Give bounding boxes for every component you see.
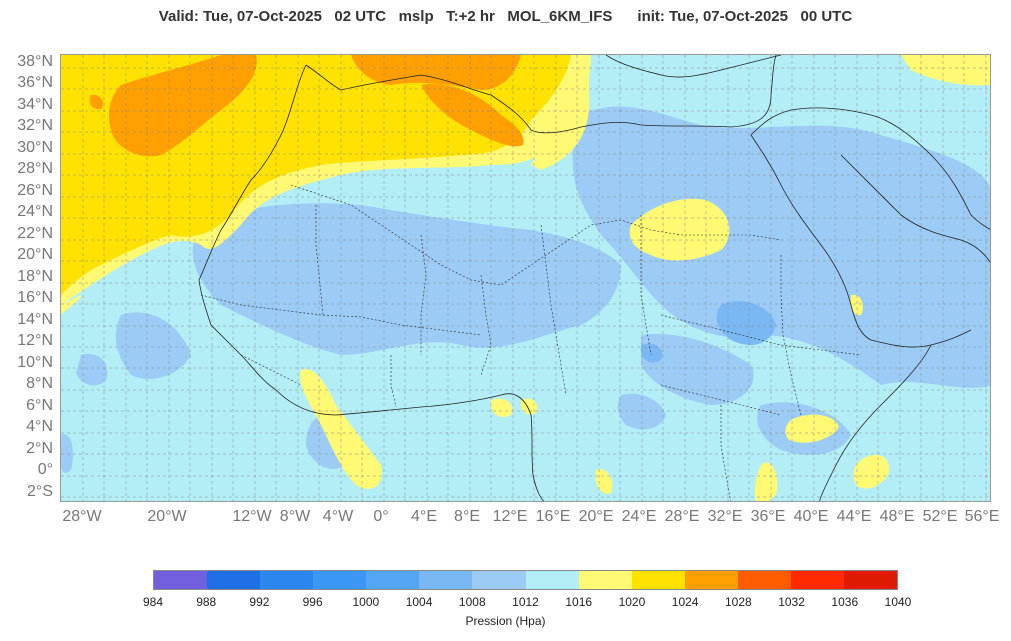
colorbar-tick-label: 1020 — [618, 595, 646, 609]
longitude-label: 0° — [373, 508, 389, 525]
longitude-label: 24°E — [621, 508, 657, 525]
map-title: Valid: Tue, 07-Oct-2025 02 UTC mslp T:+2… — [158, 8, 853, 25]
colorbar-swatch — [578, 571, 632, 589]
longitude-label: 40°E — [793, 508, 829, 525]
longitude-label: 44°E — [836, 508, 872, 525]
latitude-label: 14°N — [17, 311, 53, 328]
longitude-label: 52°E — [922, 508, 958, 525]
colorbar-swatch — [366, 571, 420, 589]
longitude-label: 20°W — [147, 508, 187, 525]
colorbar-tick-label: 988 — [196, 595, 217, 609]
colorbar-tick-label: 996 — [302, 595, 323, 609]
longitude-label: 48°E — [879, 508, 915, 525]
longitude-label: 56°E — [964, 508, 1000, 525]
latitude-label: 32°N — [17, 117, 53, 134]
latitude-label: 18°N — [17, 268, 53, 285]
colorbar-swatch — [154, 571, 208, 589]
latitude-label: 38°N — [17, 53, 53, 70]
latitude-label: 10°N — [17, 354, 53, 371]
longitude-label: 36°E — [750, 508, 786, 525]
pressure-map[interactable] — [60, 54, 991, 502]
longitude-label: 8°E — [454, 508, 480, 525]
longitude-label: 12°W — [232, 508, 272, 525]
latitude-label: 12°N — [17, 332, 53, 349]
longitude-label: 28°W — [62, 508, 102, 525]
colorbar-swatch — [472, 571, 526, 589]
colorbar — [153, 570, 898, 590]
latitude-label: 34°N — [17, 96, 53, 113]
colorbar-swatch — [313, 571, 367, 589]
colorbar-tick-label: 1008 — [458, 595, 486, 609]
colorbar-swatch — [844, 571, 898, 589]
latitude-label: 2°S — [27, 483, 53, 500]
longitude-label: 16°E — [535, 508, 571, 525]
latitude-label: 0° — [37, 461, 53, 478]
colorbar-swatch — [260, 571, 314, 589]
country-borders — [200, 184, 862, 501]
colorbar-swatch — [790, 571, 845, 589]
longitude-label: 20°E — [578, 508, 614, 525]
latitude-label: 22°N — [17, 225, 53, 242]
longitude-label: 4°E — [411, 508, 437, 525]
latitude-label: 2°N — [26, 440, 53, 457]
colorbar-swatch — [684, 571, 738, 589]
longitude-label: 12°E — [492, 508, 528, 525]
longitude-label: 28°E — [664, 508, 700, 525]
longitude-label: 4°W — [322, 508, 354, 525]
longitude-label: 8°W — [279, 508, 311, 525]
colorbar-tick-label: 984 — [142, 595, 164, 609]
colorbar-tick-label: 1012 — [512, 595, 539, 609]
colorbar-swatch — [631, 571, 685, 589]
colorbar-swatch — [525, 571, 579, 589]
latitude-label: 4°N — [26, 418, 53, 435]
latitude-label: 26°N — [17, 182, 53, 199]
colorbar-tick-label: 1000 — [352, 595, 380, 609]
latitude-label: 28°N — [17, 160, 53, 177]
latitude-label: 20°N — [17, 246, 53, 263]
latitude-label: 6°N — [26, 397, 53, 414]
pressure-band-1024-1028 — [89, 55, 524, 157]
colorbar-tick-label: 1028 — [724, 595, 752, 609]
colorbar-swatch — [737, 571, 791, 589]
latitude-label: 16°N — [17, 289, 53, 306]
grid-lines — [61, 55, 990, 501]
colorbar-tick-label: 1004 — [405, 595, 433, 609]
colorbar-swatch — [207, 571, 261, 589]
latitude-label: 8°N — [26, 375, 53, 392]
colorbar-tick-label: 1024 — [671, 595, 699, 609]
colorbar-swatch — [419, 571, 473, 589]
latitude-label: 36°N — [17, 74, 53, 91]
latitude-label: 24°N — [17, 203, 53, 220]
colorbar-tick-label: 1036 — [831, 595, 859, 609]
colorbar-tick-label: 1032 — [778, 595, 805, 609]
colorbar-tick-label: 1016 — [565, 595, 593, 609]
coastlines — [198, 55, 990, 501]
colorbar-tick-label: 992 — [249, 595, 270, 609]
latitude-label: 30°N — [17, 139, 53, 156]
colorbar-tick-label: 1040 — [884, 595, 912, 609]
colorbar-label: Pression (Hpa) — [465, 614, 546, 628]
longitude-label: 32°E — [707, 508, 743, 525]
pressure-band-1004-1008 — [640, 301, 776, 363]
map-svg — [61, 55, 990, 501]
